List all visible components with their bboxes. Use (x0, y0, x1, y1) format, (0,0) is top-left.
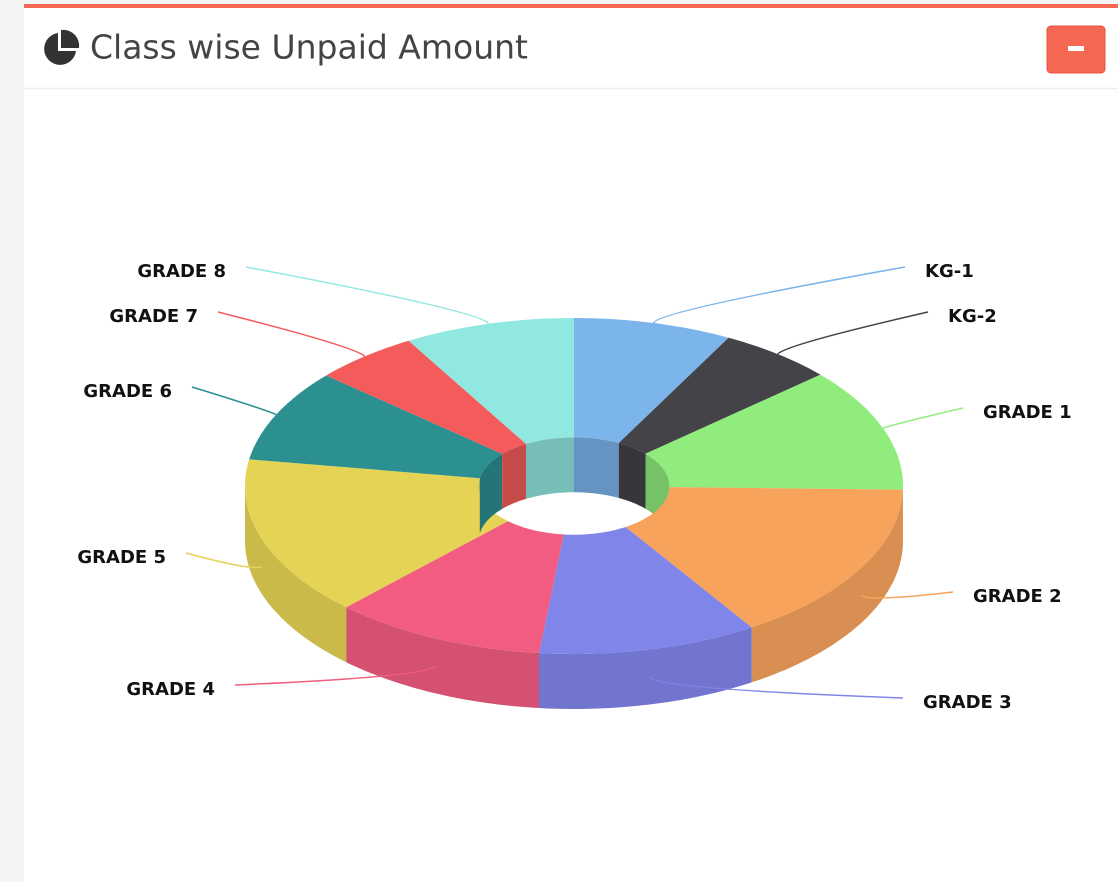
slice-inner-wall (479, 453, 503, 534)
slice-side (346, 607, 539, 708)
slice-inner-wall (526, 437, 574, 499)
slice-top (249, 375, 503, 479)
slice-top (539, 527, 752, 654)
slice (249, 375, 503, 534)
connector (652, 266, 906, 324)
slice-side (539, 627, 752, 709)
slice-label: GRADE 7 (109, 306, 198, 327)
panel-top-border (24, 4, 1118, 8)
connector (185, 552, 263, 569)
slice (539, 527, 752, 709)
pie-icon (44, 29, 80, 65)
connector (860, 591, 954, 599)
slice-top (408, 318, 574, 444)
connector (245, 266, 490, 325)
connector (191, 386, 277, 416)
slice-inner-wall (618, 443, 646, 509)
slice-top (625, 487, 903, 628)
connector (234, 665, 436, 686)
panel-title: Class wise Unpaid Amount (90, 28, 528, 67)
connector (217, 311, 366, 357)
slice-top (346, 521, 564, 653)
slice-label: KG-2 (948, 306, 997, 327)
slice-inner-wall (502, 443, 526, 509)
slice-top (245, 459, 508, 608)
slice (408, 318, 574, 499)
slice-top (574, 318, 729, 443)
slice (618, 337, 821, 509)
slice (625, 487, 903, 683)
collapse-button[interactable] (1046, 25, 1106, 74)
slice-label: GRADE 4 (126, 679, 215, 700)
slice-label: GRADE 1 (983, 402, 1072, 423)
slice (346, 521, 564, 708)
chart: KG-1 KG-2 GRADE 1 GRADE 2 GRADE 3 GRADE 4 GRAD… (77, 261, 1071, 713)
slice-label: GRADE 5 (77, 547, 166, 568)
connector (777, 311, 929, 355)
slice-label: GRADE 3 (923, 692, 1012, 713)
slice (574, 318, 729, 498)
slice (326, 340, 526, 509)
slice-top (326, 340, 526, 454)
slice-top (618, 337, 821, 454)
connector (882, 407, 964, 429)
slice-label: GRADE 2 (973, 586, 1062, 607)
slice-label: GRADE 8 (137, 261, 226, 282)
slice-side (245, 486, 347, 663)
connector (648, 676, 904, 699)
slice (245, 459, 508, 663)
slice-top (645, 374, 903, 490)
slice-side (751, 489, 903, 683)
slice-inner-wall (574, 437, 619, 498)
slice-label: GRADE 6 (83, 381, 172, 402)
slice-label: KG-1 (925, 261, 974, 282)
